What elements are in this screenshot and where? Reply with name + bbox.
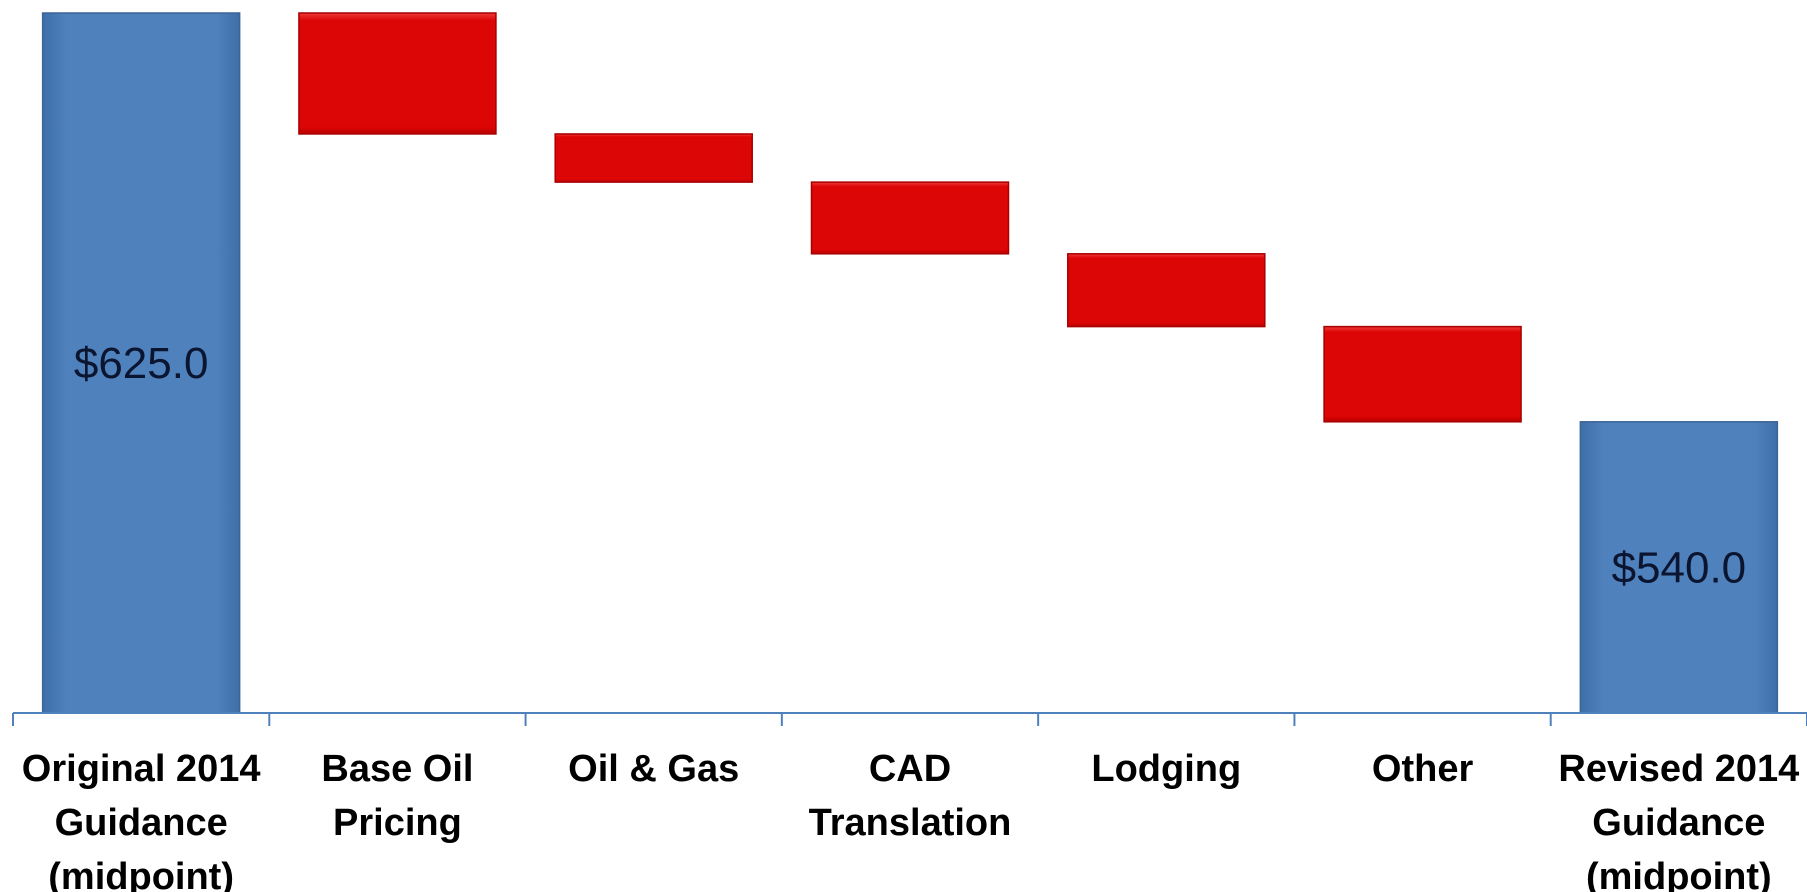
decrease-bar	[1323, 325, 1522, 423]
category-labels: Original 2014 Guidance (midpoint) Base Oil P…	[22, 748, 1799, 892]
total-bar	[41, 12, 241, 714]
total-bar	[1579, 421, 1779, 714]
decrease-bar	[1067, 253, 1266, 328]
data-label: $625.0	[74, 339, 209, 388]
x-tick-label: Revised 2014 Guidance (midpoint)	[1558, 748, 1799, 892]
x-tick-label: Lodging	[1091, 748, 1241, 790]
decrease-bar	[554, 133, 753, 183]
data-label: $540.0	[1612, 543, 1747, 592]
x-tick-label: Base Oil Pricing	[321, 748, 473, 844]
decrease-bar	[298, 12, 497, 135]
x-tick-label: CAD Translation	[809, 748, 1012, 844]
x-tick-label: Other	[1372, 748, 1474, 790]
bars-layer: $625.0 $540.0	[41, 12, 1779, 714]
x-tick-label: Original 2014 Guidance (midpoint)	[22, 748, 261, 892]
x-axis	[12, 712, 1807, 726]
decrease-bar	[810, 181, 1010, 255]
x-tick-label: Oil & Gas	[568, 748, 739, 790]
